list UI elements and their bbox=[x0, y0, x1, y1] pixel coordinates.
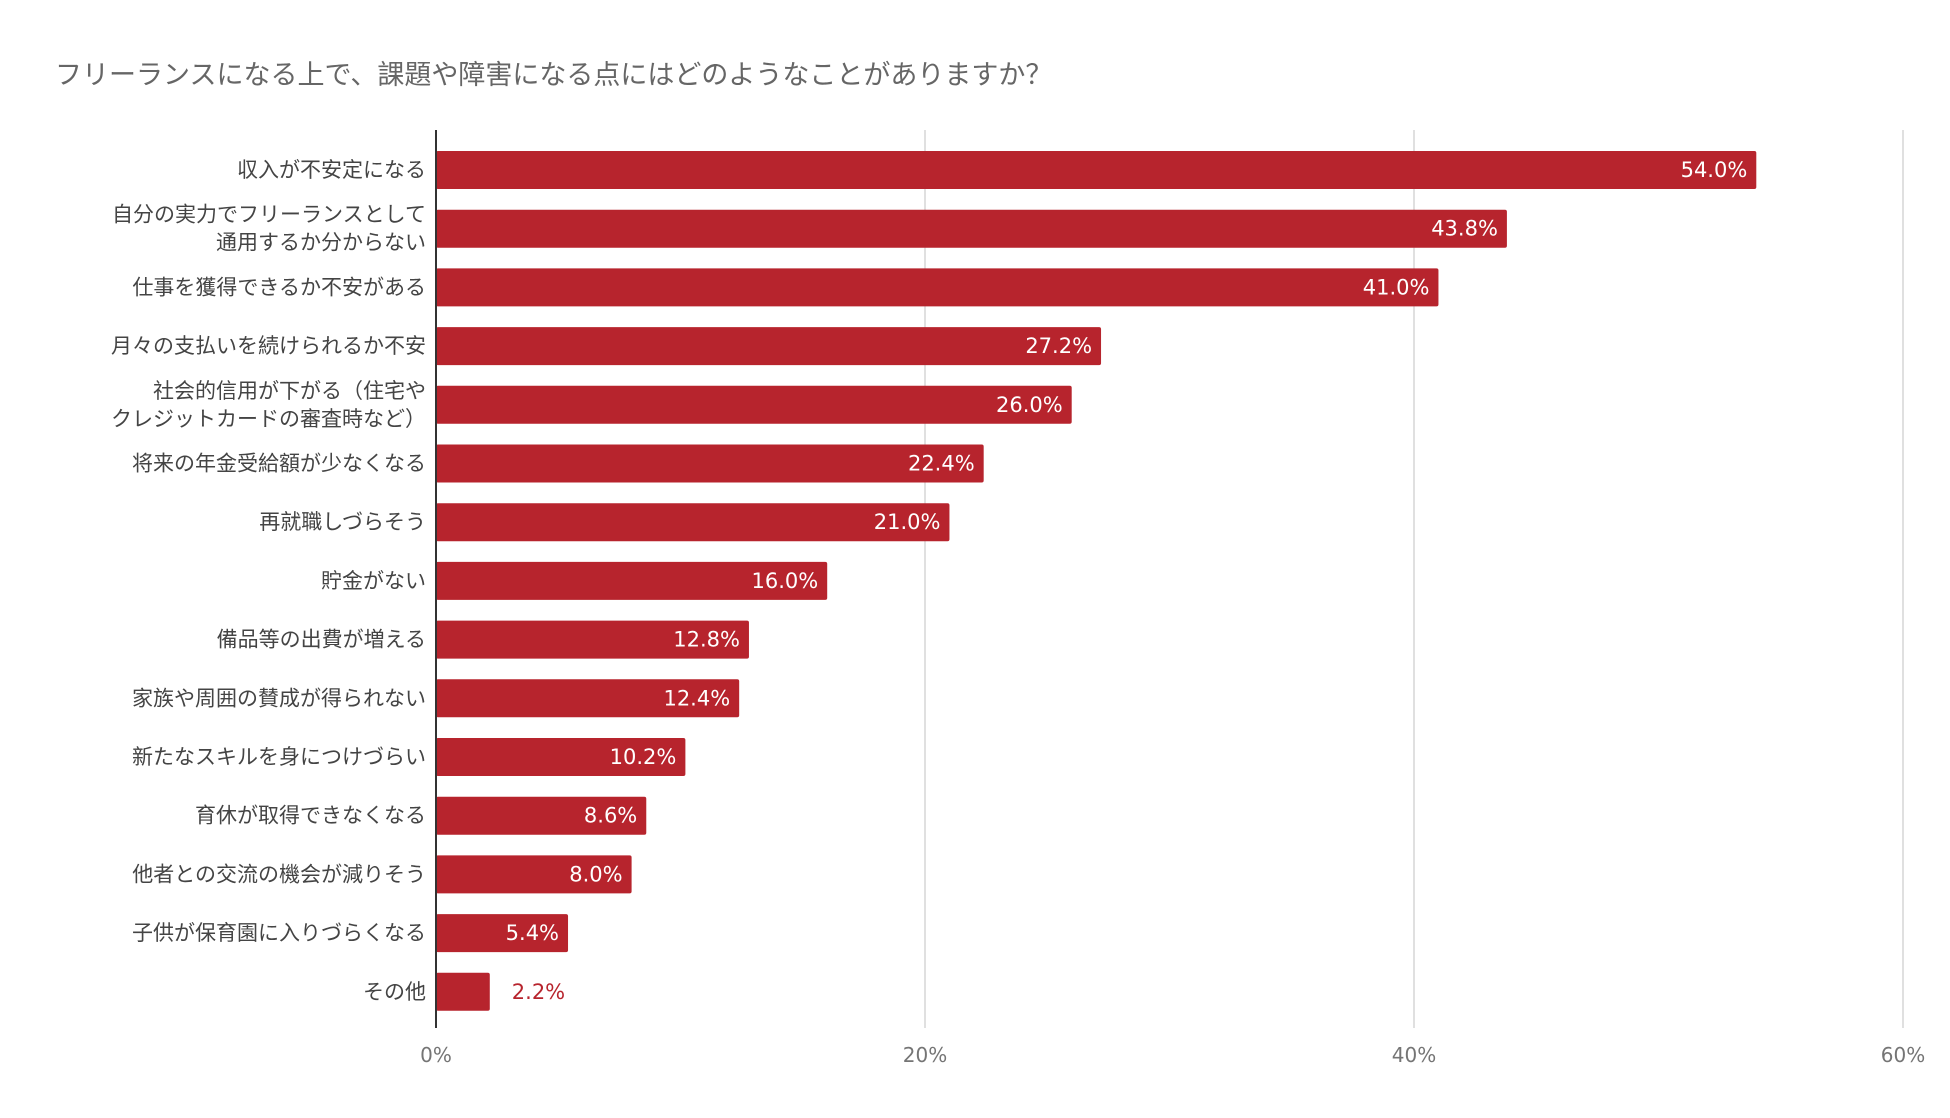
bar bbox=[436, 855, 632, 894]
bar bbox=[436, 914, 569, 953]
bar bbox=[436, 209, 1507, 248]
category-label: 家族や周囲の賛成が得られない bbox=[132, 686, 426, 710]
data-label: 16.0% bbox=[751, 569, 818, 593]
x-axis-tick-labels: 0% 20% 40% 60% bbox=[420, 1043, 1925, 1067]
bar bbox=[436, 268, 1439, 307]
gridlines bbox=[924, 130, 1904, 1028]
bar bbox=[436, 503, 950, 542]
data-label: 54.0% bbox=[1681, 158, 1748, 182]
bar bbox=[436, 385, 1072, 424]
category-label: その他 bbox=[363, 980, 426, 1004]
x-tick-label: 60% bbox=[1881, 1043, 1925, 1067]
data-label: 27.2% bbox=[1025, 334, 1092, 358]
category-label: 通用するか分からない bbox=[216, 231, 426, 255]
category-label: 将来の年金受給額が少なくなる bbox=[132, 452, 426, 476]
data-label: 12.8% bbox=[673, 628, 740, 652]
x-tick-label: 20% bbox=[903, 1043, 947, 1067]
category-label: 月々の支払いを続けられるか不安 bbox=[111, 334, 426, 358]
category-label: 収入が不安定になる bbox=[237, 158, 426, 182]
data-label: 8.6% bbox=[584, 804, 637, 828]
chart-title: フリーランスになる上で、課題や障害になる点にはどのようなことがありますか？ bbox=[55, 60, 1052, 91]
bar bbox=[436, 327, 1102, 366]
category-label: 備品等の出費が増える bbox=[217, 628, 426, 652]
bar bbox=[436, 679, 740, 718]
x-tick-label: 0% bbox=[420, 1043, 452, 1067]
bar bbox=[436, 151, 1757, 189]
category-label: 育休が取得できなくなる bbox=[195, 804, 426, 828]
bar bbox=[436, 620, 749, 659]
category-label: 再就職しづらそう bbox=[259, 510, 426, 534]
bar bbox=[436, 444, 984, 483]
category-labels: 収入が不安定になる自分の実力でフリーランスとして通用するか分からない仕事を獲得で… bbox=[111, 158, 426, 1004]
bar bbox=[436, 561, 828, 600]
category-label: 新たなスキルを身につけづらい bbox=[132, 745, 426, 769]
data-label: 10.2% bbox=[610, 745, 677, 769]
category-label: 貯金がない bbox=[321, 569, 426, 593]
x-tick-label: 40% bbox=[1392, 1043, 1436, 1067]
data-label: 5.4% bbox=[506, 921, 559, 945]
category-label: 他者との交流の機会が減りそう bbox=[132, 862, 426, 886]
bar bbox=[436, 972, 490, 1011]
category-label: 社会的信用が下がる（住宅や bbox=[153, 379, 426, 403]
category-label: 仕事を獲得できるか不安がある bbox=[132, 275, 426, 299]
category-label: 子供が保育園に入りづらくなる bbox=[132, 921, 426, 945]
bars: 54.0% 43.8% 41.0% 27.2% 26.0% 22.4% 21.0% 16.0%… bbox=[436, 151, 1757, 1011]
data-label: 8.0% bbox=[569, 862, 622, 886]
bar bbox=[436, 738, 686, 776]
data-label: 26.0% bbox=[996, 393, 1063, 417]
data-label: 22.4% bbox=[908, 452, 975, 476]
data-label: 41.0% bbox=[1363, 275, 1430, 299]
data-label: 21.0% bbox=[874, 510, 941, 534]
data-label: 12.4% bbox=[663, 686, 730, 710]
category-label: クレジットカードの審査時など） bbox=[111, 407, 426, 431]
bar bbox=[436, 796, 647, 835]
data-label: 2.2% bbox=[512, 980, 565, 1004]
data-label: 43.8% bbox=[1431, 217, 1498, 241]
category-label: 自分の実力でフリーランスとして bbox=[112, 203, 426, 227]
